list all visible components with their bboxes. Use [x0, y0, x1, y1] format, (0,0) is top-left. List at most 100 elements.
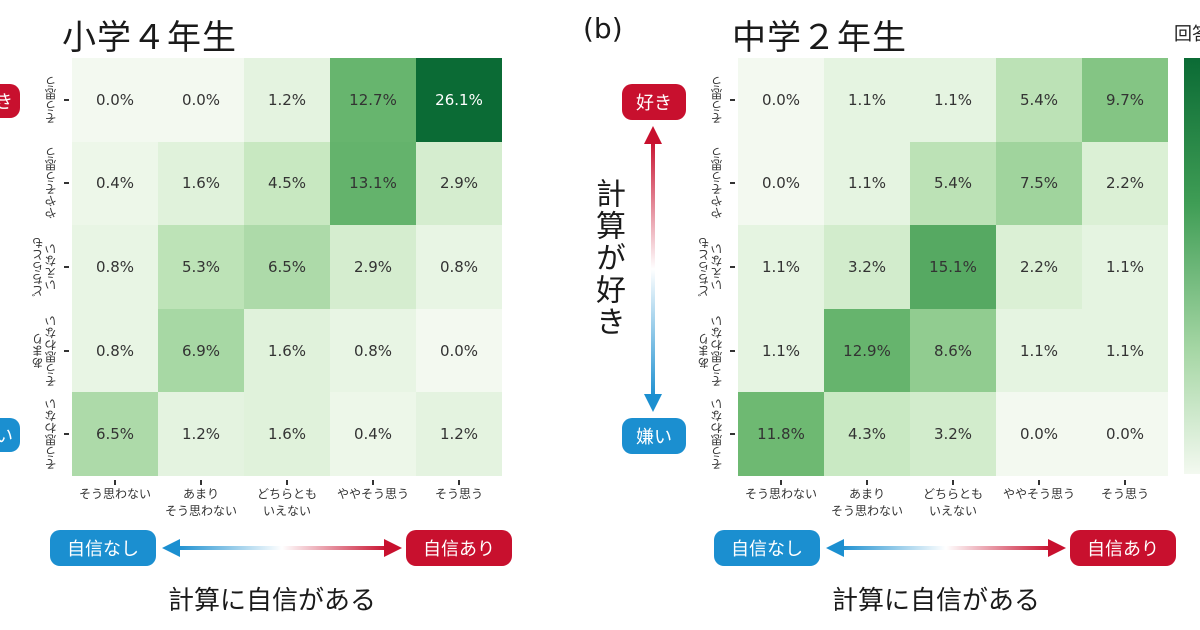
y-tick — [64, 98, 69, 101]
heatmap-cell: 26.1% — [416, 58, 502, 142]
x-tick — [866, 480, 868, 485]
heatmap-cell: 8.6% — [910, 308, 996, 393]
heatmap-cell: 13.1% — [330, 141, 416, 226]
panel-b-x-axis-title: 計算に自信がある — [832, 586, 1041, 616]
heatmap-cell: 4.3% — [824, 392, 910, 476]
heatmap-cell: 3.2% — [824, 225, 910, 309]
x-tick-label: あまり そう思わない — [830, 487, 903, 518]
heatmap-cell: 1.1% — [996, 308, 1082, 393]
heatmap-cell: 5.4% — [996, 58, 1082, 142]
colorbar-title: 回答 — [1174, 24, 1200, 45]
heatmap-cell: 0.0% — [738, 58, 824, 142]
panel-a-no-confidence-badge: 自信なし — [50, 530, 156, 566]
y-tick-label: どちらとも いえない — [31, 237, 58, 297]
heatmap-cell: 1.2% — [244, 58, 330, 142]
panel-a-x-axis-title: 計算に自信がある — [168, 586, 377, 616]
y-tick-label: あまり そう思わない — [697, 314, 724, 387]
heatmap-cell: 0.4% — [72, 141, 158, 226]
y-tick — [730, 349, 735, 352]
heatmap-cell: 0.8% — [72, 225, 158, 309]
heatmap-cell: 1.1% — [1082, 225, 1168, 309]
panel-a-like-badge: 好き — [0, 84, 20, 118]
y-tick-label: そう思わない — [44, 398, 58, 471]
x-tick-label: そう思わない — [744, 487, 817, 501]
panel-a-confidence-arrow — [162, 539, 402, 557]
y-tick-label: そう思わない — [710, 398, 724, 471]
heatmap-a: 0.0% 0.0% 1.2% 12.7% 26.1% 0.4% 1.6% 4.5% 13.1% 2… — [72, 58, 502, 476]
x-tick — [458, 480, 460, 485]
y-axis-title: 計算が好き — [590, 178, 625, 338]
heatmap-cell: 2.2% — [1082, 141, 1168, 226]
heatmap-cell: 0.0% — [158, 58, 244, 142]
x-tick — [1124, 480, 1126, 485]
heatmap-cell: 0.0% — [738, 141, 824, 226]
heatmap-cell: 0.0% — [996, 392, 1082, 476]
like-arrow-vertical — [644, 126, 662, 412]
y-tick — [64, 349, 69, 352]
heatmap-cell: 5.3% — [158, 225, 244, 309]
x-tick — [200, 480, 202, 485]
panel-a-confidence-badge: 自信あり — [406, 530, 512, 566]
heatmap-cell: 0.8% — [416, 225, 502, 309]
heatmap-cell: 0.4% — [330, 392, 416, 476]
heatmap-cell: 1.1% — [738, 308, 824, 393]
y-tick — [730, 182, 735, 185]
panel-b-no-confidence-badge: 自信なし — [714, 530, 820, 566]
x-tick-label: ややそう思う — [336, 487, 409, 501]
heatmap-cell: 1.1% — [824, 141, 910, 226]
heatmap-cell: 1.1% — [738, 225, 824, 309]
x-tick-label: ややそう思う — [1002, 487, 1075, 501]
heatmap-cell: 0.8% — [72, 308, 158, 393]
heatmap-cell: 0.8% — [330, 308, 416, 393]
y-tick-label: ややそう思う — [44, 147, 58, 220]
panel-b-dislike-badge: 嫌い — [622, 418, 686, 454]
x-tick-label: そう思う — [1100, 487, 1149, 501]
x-tick — [286, 480, 288, 485]
heatmap-cell: 1.2% — [416, 392, 502, 476]
y-tick-label: そう思う — [44, 75, 58, 124]
x-tick — [780, 480, 782, 485]
heatmap-cell: 7.5% — [996, 141, 1082, 226]
heatmap-cell: 12.9% — [824, 308, 910, 393]
panel-b-title: 中学２年生 — [732, 18, 907, 58]
heatmap-cell: 15.1% — [910, 225, 996, 309]
heatmap-cell: 3.2% — [910, 392, 996, 476]
heatmap-cell: 6.5% — [72, 392, 158, 476]
y-tick-label: そう思う — [710, 75, 724, 124]
heatmap-cell: 1.1% — [1082, 308, 1168, 393]
y-tick — [64, 182, 69, 185]
x-tick-label: そう思わない — [78, 487, 151, 501]
heatmap-cell: 6.5% — [244, 225, 330, 309]
heatmap-cell: 0.0% — [1082, 392, 1168, 476]
heatmap-cell: 1.6% — [158, 141, 244, 226]
y-tick — [730, 98, 735, 101]
x-tick-label: あまり そう思わない — [164, 487, 237, 518]
y-tick — [730, 433, 735, 436]
y-tick-label: あまり そう思わない — [31, 314, 58, 387]
y-tick-label: ややそう思う — [710, 147, 724, 220]
heatmap-cell: 2.9% — [416, 141, 502, 226]
panel-a-title: 小学４年生 — [62, 18, 237, 58]
heatmap-cell: 0.0% — [72, 58, 158, 142]
y-tick — [730, 266, 735, 268]
y-tick-label: どちらとも いえない — [697, 237, 724, 297]
heatmap-cell: 1.6% — [244, 308, 330, 393]
heatmap-cell: 0.0% — [416, 308, 502, 393]
heatmap-cell: 9.7% — [1082, 58, 1168, 142]
x-tick — [952, 480, 954, 485]
panel-b-confidence-arrow — [826, 539, 1066, 557]
x-tick-label: どちらとも いえない — [922, 487, 983, 518]
x-tick — [1038, 480, 1040, 485]
heatmap-cell: 5.4% — [910, 141, 996, 226]
heatmap-cell: 1.1% — [824, 58, 910, 142]
y-tick — [64, 266, 69, 268]
heatmap-cell: 2.2% — [996, 225, 1082, 309]
heatmap-cell: 2.9% — [330, 225, 416, 309]
heatmap-cell: 4.5% — [244, 141, 330, 226]
colorbar — [1184, 58, 1200, 474]
x-tick — [114, 480, 116, 485]
x-tick-label: そう思う — [434, 487, 483, 501]
heatmap-b: 0.0% 1.1% 1.1% 5.4% 9.7% 0.0% 1.1% 5.4% 7.5% 2.2%… — [738, 58, 1168, 476]
panel-b-confidence-badge: 自信あり — [1070, 530, 1176, 566]
panel-b-letter: (b) — [583, 12, 623, 45]
